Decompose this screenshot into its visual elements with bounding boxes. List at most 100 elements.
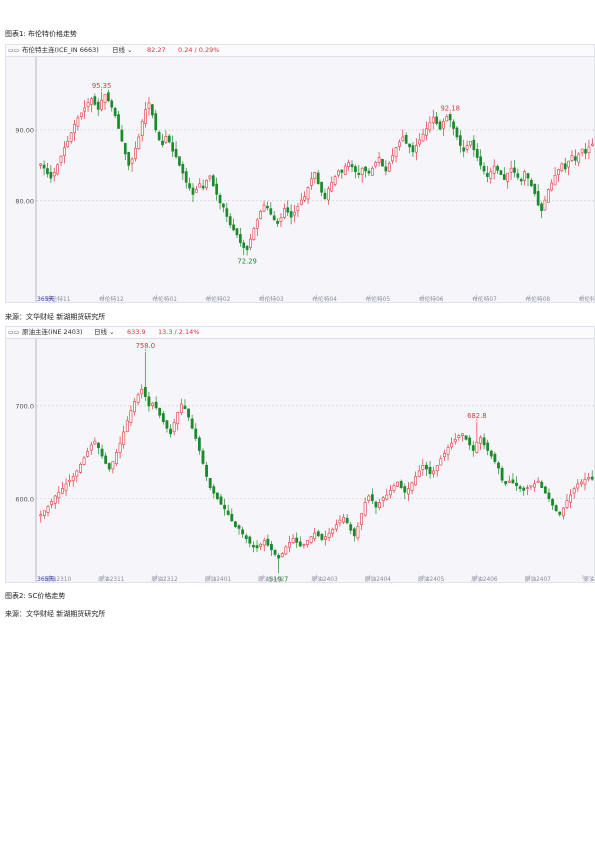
candle: [331, 529, 335, 534]
candle: [57, 491, 61, 499]
candle: [190, 418, 194, 429]
x-tick-label: 布伦特09: [579, 295, 595, 303]
candle: [553, 174, 557, 186]
candle: [338, 519, 342, 524]
sc-chart-panel[interactable]: ▭▭ 原油主连(INE 2403) 日线 ⌄ 633.9 13.3 / 2.14…: [5, 326, 595, 583]
chart-icon[interactable]: ▭▭: [8, 329, 20, 336]
candle: [262, 540, 266, 546]
candle: [97, 442, 100, 449]
x-tick-label: 原油2405: [418, 575, 445, 583]
sc-candlestick-chart[interactable]: 600.0 700.0 758.0 519.7 682.8 原油2310 原油2311 原油2…: [6, 327, 595, 583]
candle: [370, 167, 374, 176]
candle: [201, 185, 205, 189]
candle: [144, 109, 147, 124]
candle: [86, 101, 90, 107]
candle: [100, 448, 104, 457]
candle: [208, 478, 212, 488]
chart-icon[interactable]: ▭▭: [8, 47, 20, 54]
candle: [448, 113, 452, 121]
candle: [330, 182, 334, 192]
candle: [385, 494, 389, 500]
candle: [457, 435, 461, 438]
candle: [428, 122, 432, 131]
candle: [471, 445, 475, 451]
candle: [438, 121, 442, 130]
candle: [583, 478, 587, 485]
candle: [565, 500, 569, 508]
candle: [334, 524, 338, 530]
x-tick-label: 布伦特11: [46, 295, 71, 303]
candle: [392, 485, 396, 491]
candle: [288, 542, 291, 548]
candle: [107, 463, 111, 470]
candle: [398, 141, 401, 148]
candle: [439, 458, 443, 466]
candle: [493, 453, 497, 462]
candle: [507, 480, 511, 483]
brent-candlestick-chart[interactable]: 80.00 90.00 95.35 72.29 92.18 布伦特11 布伦特12 布伦特01…: [6, 45, 595, 303]
candle: [50, 501, 54, 505]
candle: [354, 166, 357, 173]
period-select[interactable]: 日线 ⌄: [112, 46, 133, 54]
candle: [557, 169, 560, 176]
candle: [53, 495, 57, 504]
candle: [554, 505, 558, 512]
candle: [316, 172, 320, 185]
candle: [211, 175, 215, 187]
candle: [418, 139, 422, 145]
candle: [130, 158, 134, 164]
extreme-label: 682.8: [467, 412, 486, 420]
candle: [408, 143, 411, 148]
candle: [115, 452, 118, 464]
candle: [558, 511, 562, 515]
x-tick-label: 布伦特06: [419, 295, 444, 303]
y-tick-label: 700.0: [15, 402, 34, 410]
candle: [526, 173, 530, 179]
candle: [183, 405, 187, 410]
period-select[interactable]: 日线 ⌄: [94, 328, 115, 336]
candle: [154, 401, 158, 409]
candle: [316, 531, 320, 537]
candle: [169, 428, 172, 435]
candle: [233, 521, 237, 527]
candle: [543, 486, 547, 494]
candle: [140, 121, 144, 136]
candle: [551, 499, 554, 506]
candle: [158, 407, 162, 416]
candle: [504, 481, 508, 485]
candle: [164, 135, 168, 143]
x-tick-label: 原油2406: [471, 575, 498, 583]
candle: [228, 216, 232, 226]
candle: [276, 220, 279, 224]
candle: [560, 163, 564, 171]
candle: [462, 147, 466, 152]
candle: [590, 143, 594, 146]
candle: [479, 156, 482, 166]
candle: [509, 167, 513, 173]
candle: [450, 442, 454, 448]
candle: [399, 481, 403, 488]
candle: [299, 199, 303, 205]
candle: [245, 245, 249, 251]
candle: [519, 178, 523, 182]
candle: [587, 477, 591, 480]
candle: [569, 494, 572, 503]
figure1-title: 图表1: 布伦特价格走势: [5, 30, 78, 38]
candle: [83, 107, 87, 112]
candle: [523, 171, 526, 181]
candle: [567, 160, 570, 168]
candle: [326, 188, 330, 201]
candle: [137, 136, 141, 150]
candle: [174, 148, 178, 158]
candle: [66, 140, 70, 148]
candle: [461, 433, 464, 436]
candle: [123, 143, 127, 155]
brent-chart-panel[interactable]: ▭▭ 布伦特主连(ICE_IN 6663) 日线 ⌄ 82.27 0.24 / …: [5, 44, 595, 303]
candle: [584, 149, 587, 154]
candle: [270, 544, 273, 551]
candle: [452, 121, 455, 129]
candle: [320, 533, 324, 540]
candle: [497, 462, 500, 469]
candle: [147, 102, 151, 109]
candle: [63, 147, 66, 156]
